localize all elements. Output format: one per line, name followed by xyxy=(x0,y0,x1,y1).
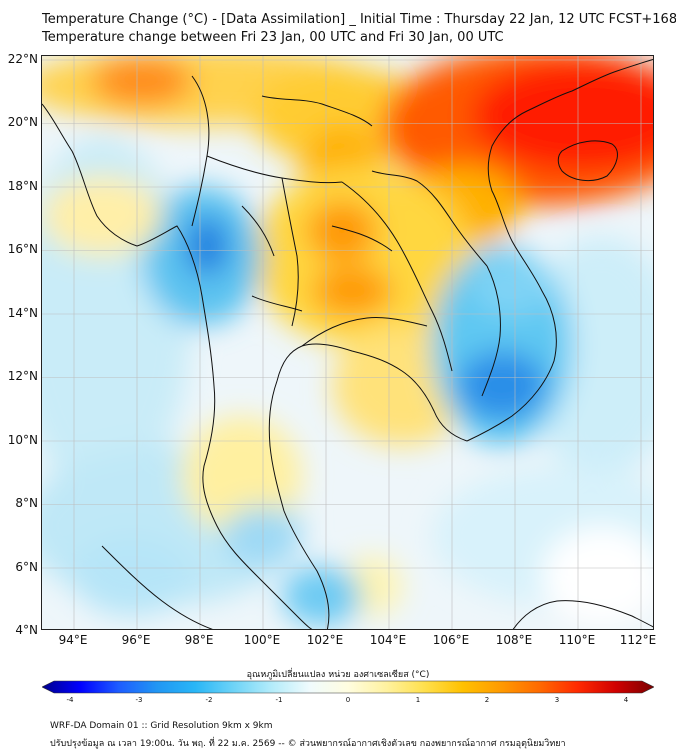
lon-label: 108°E xyxy=(495,633,533,647)
colorbar-tick: -4 xyxy=(66,696,74,704)
colorbar-tick: 4 xyxy=(623,696,629,704)
colorbar xyxy=(42,680,654,694)
colorbar-tick: 3 xyxy=(554,696,560,704)
lon-label: 100°E xyxy=(243,633,281,647)
lon-label: 104°E xyxy=(369,633,407,647)
colorbar-tick: -2 xyxy=(205,696,213,704)
lat-label: 20°N xyxy=(7,115,38,129)
lon-label: 96°E xyxy=(121,633,151,647)
map-subtitle: Temperature change between Fri 23 Jan, 0… xyxy=(42,30,504,45)
lat-label: 14°N xyxy=(7,306,38,320)
lat-label: 6°N xyxy=(15,560,38,574)
lat-label: 4°N xyxy=(15,623,38,637)
lon-label: 94°E xyxy=(58,633,88,647)
colorbar-tick: 1 xyxy=(415,696,421,704)
lat-label: 10°N xyxy=(7,433,38,447)
footer-update-info: ปรับปรุงข้อมูล ณ เวลา 19:00น. วัน พฤ. ที… xyxy=(50,739,566,749)
colorbar-tick: -3 xyxy=(135,696,143,704)
lat-label: 8°N xyxy=(15,496,38,510)
colorbar-title: อุณหภูมิเปลี่ยนแปลง หน่วย องศาเซลเซียส (… xyxy=(246,670,430,680)
temperature-field xyxy=(42,56,653,626)
colorbar-tick: 0 xyxy=(345,696,351,704)
map-title: Temperature Change (°C) - [Data Assimila… xyxy=(42,12,676,27)
lon-label: 98°E xyxy=(184,633,214,647)
colorbar-tick: 2 xyxy=(484,696,490,704)
colorbar-tick: -1 xyxy=(275,696,283,704)
lon-label: 112°E xyxy=(619,633,657,647)
lat-label: 18°N xyxy=(7,179,38,193)
temperature-change-map xyxy=(41,55,654,630)
coastlines-borders xyxy=(42,59,653,629)
lon-label: 106°E xyxy=(432,633,470,647)
lon-label: 102°E xyxy=(306,633,344,647)
lat-label: 16°N xyxy=(7,242,38,256)
lat-label: 22°N xyxy=(7,52,38,66)
lon-label: 110°E xyxy=(558,633,596,647)
lat-label: 12°N xyxy=(7,369,38,383)
footer-model-info: WRF-DA Domain 01 :: Grid Resolution 9km … xyxy=(50,721,273,731)
